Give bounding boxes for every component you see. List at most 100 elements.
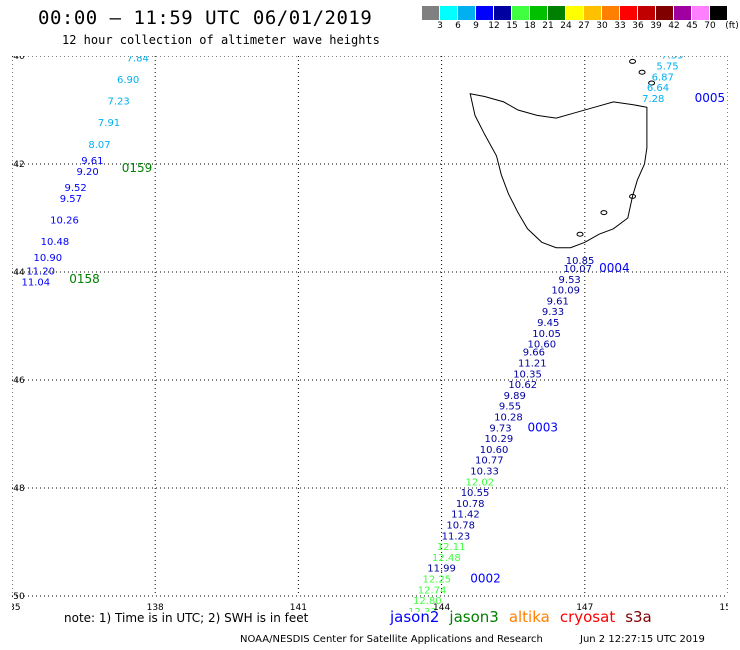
wave-height-label: 10.35: [513, 369, 542, 380]
longitude-tick-label: 135: [12, 603, 21, 612]
wave-height-label: 7.91: [98, 118, 120, 129]
footer-timestamp: Jun 2 12:27:15 UTC 2019: [580, 634, 705, 645]
wave-height-label: 10.62: [508, 380, 537, 391]
legend-swatch: [440, 6, 458, 20]
latitude-tick-label: -40: [12, 56, 25, 62]
wave-height-label: 9.61: [547, 296, 569, 307]
legend-swatch: [638, 6, 656, 20]
longitude-tick-label: 138: [147, 603, 164, 612]
wave-height-label: 11.20: [26, 267, 55, 278]
island-outline: [629, 193, 637, 199]
legend-swatch: [548, 6, 566, 20]
wave-height-label: 10.05: [532, 329, 561, 340]
wave-height-label: 5.75: [656, 62, 678, 73]
satellite-legend: jason2 jason3 altika cryosat s3a: [390, 608, 662, 626]
satellite-name: jason2: [390, 608, 440, 626]
latitude-tick-label: -46: [12, 376, 25, 386]
satellite-name: jason3: [449, 608, 499, 626]
legend-swatch: [620, 6, 638, 20]
wave-height-label: 10.29: [485, 434, 514, 445]
satellite-name: s3a: [625, 608, 652, 626]
legend-swatch: [476, 6, 494, 20]
island-outline: [576, 231, 584, 237]
wave-height-label: 10.77: [475, 456, 504, 467]
legend-tick-labels: 3 6 9 12 15 18 21 24 27 30 33 36 39 42 45 70 (ft): [422, 20, 740, 34]
wave-height-label: 11.23: [442, 531, 471, 542]
latitude-tick-label: -48: [12, 484, 25, 494]
pass-id-label: 0159: [122, 161, 153, 175]
pass-id-label: 0158: [69, 272, 100, 286]
legend-tick-label: 6: [455, 21, 461, 31]
legend-tick-label: 33: [614, 21, 626, 31]
legend-swatch: [674, 6, 692, 20]
legend-tick-label: 3: [437, 21, 443, 31]
legend-tick-label: 18: [524, 21, 536, 31]
latitude-tick-label: -50: [12, 592, 25, 602]
wave-height-label: 7.55: [661, 56, 683, 62]
wave-height-map: 10.8510.079.5310.099.619.339.4510.0510.6…: [12, 56, 728, 612]
legend-tick-label: 42: [668, 21, 680, 31]
pass-id-label: 0002: [470, 572, 501, 586]
longitude-tick-label: 150: [719, 603, 728, 612]
wave-height-label: 10.09: [551, 286, 580, 297]
legend-tick-label: 39: [650, 21, 662, 31]
pass-id-label: 0004: [599, 261, 630, 275]
wave-height-label: 10.78: [446, 521, 475, 532]
legend-tick-label: 27: [578, 21, 590, 31]
legend-swatch: [656, 6, 674, 20]
wave-height-label: 9.66: [523, 348, 545, 359]
legend-tick-label: 24: [560, 21, 572, 31]
legend-unit: (ft): [725, 21, 739, 31]
longitude-tick-label: 144: [433, 603, 450, 612]
legend-swatch: [710, 6, 728, 20]
wave-height-label: 10.26: [50, 215, 79, 226]
satellite-name: cryosat: [559, 608, 616, 626]
wave-height-label: 10.33: [470, 467, 499, 478]
wave-height-label: 9.52: [65, 183, 87, 194]
wave-height-label: 8.07: [88, 140, 110, 151]
page-title: 00:00 – 11:59 UTC 06/01/2019: [38, 7, 373, 29]
island-outline: [648, 80, 656, 86]
satellite-track-labels: 10.8510.079.5310.099.619.339.4510.0510.6…: [22, 56, 726, 612]
wave-height-label: 6.64: [647, 83, 669, 94]
wave-height-label: 10.55: [461, 488, 490, 499]
wave-height-label: 12.74: [418, 585, 447, 596]
wave-height-label: 10.28: [494, 413, 523, 424]
wave-height-label: 10.60: [480, 445, 509, 456]
wave-height-label: 11.42: [451, 510, 480, 521]
legend-tick-label: 9: [473, 21, 479, 31]
wave-height-label: 12.48: [432, 553, 461, 564]
legend-swatch: [692, 6, 710, 20]
legend-swatch: [566, 6, 584, 20]
wave-height-label: 9.45: [537, 318, 559, 329]
footer-credit: NOAA/NESDIS Center for Satellite Applica…: [240, 634, 543, 645]
legend-swatch: [602, 6, 620, 20]
longitude-tick-label: 147: [576, 603, 593, 612]
wave-height-label: 7.84: [127, 56, 149, 64]
wave-height-label: 10.07: [563, 264, 592, 275]
longitude-tick-label: 141: [290, 603, 307, 612]
wave-height-label: 12.02: [465, 477, 494, 488]
legend-tick-label: 70: [704, 21, 716, 31]
legend-color-bar: [422, 6, 740, 20]
page-subtitle: 12 hour collection of altimeter wave hei…: [62, 33, 380, 47]
legend-swatch: [584, 6, 602, 20]
wave-height-label: 10.48: [41, 237, 70, 248]
wave-height-label: 6.87: [652, 72, 674, 83]
wave-height-label: 9.57: [60, 194, 82, 205]
tasmania-outline: [469, 93, 648, 249]
wave-height-label: 12.11: [437, 542, 466, 553]
legend-swatch: [422, 6, 440, 20]
latitude-tick-label: -42: [12, 160, 25, 170]
wave-height-label: 10.60: [528, 340, 557, 351]
legend-swatch: [530, 6, 548, 20]
satellite-name: altika: [508, 608, 550, 626]
wave-height-legend: 3 6 9 12 15 18 21 24 27 30 33 36 39 42 45 70 (ft): [422, 6, 740, 34]
legend-tick-label: 15: [506, 21, 518, 31]
island-outline: [629, 58, 637, 64]
legend-tick-label: 21: [542, 21, 554, 31]
footer-note: note: 1) Time is in UTC; 2) SWH is in fe…: [64, 611, 309, 625]
wave-height-label: 11.99: [427, 564, 456, 575]
wave-height-label: 10.85: [566, 256, 595, 267]
legend-tick-label: 30: [596, 21, 608, 31]
